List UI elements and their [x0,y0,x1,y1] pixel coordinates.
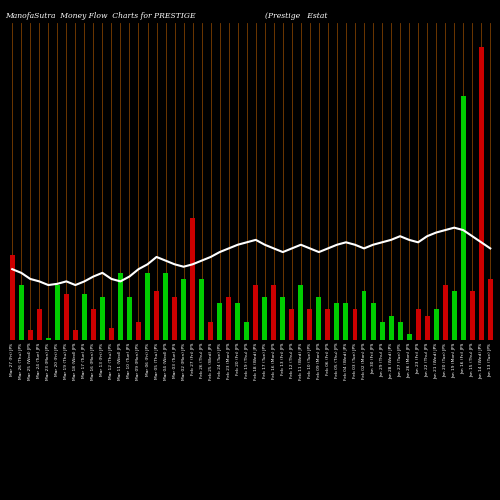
Bar [398,322,402,340]
Bar [136,322,141,340]
Bar [488,279,493,340]
Bar [424,316,430,340]
Bar [91,310,96,340]
Bar [280,298,285,340]
Bar [290,310,294,340]
Text: ManofaSutra  Money Flow  Charts for PRESTIGE: ManofaSutra Money Flow Charts for PRESTI… [5,12,196,20]
Bar [82,294,87,340]
Bar [163,273,168,340]
Bar [406,334,412,340]
Bar [10,254,14,340]
Bar [46,338,51,340]
Bar [109,328,114,340]
Bar [100,298,105,340]
Bar [380,322,384,340]
Bar [235,304,240,340]
Bar [217,304,222,340]
Bar [181,279,186,340]
Bar [370,304,376,340]
Bar [208,322,213,340]
Bar [442,285,448,340]
Bar [37,310,42,340]
Bar [55,285,60,340]
Bar [344,304,348,340]
Bar [298,285,304,340]
Bar [452,291,456,340]
Bar [434,310,438,340]
Bar [334,304,340,340]
Bar [244,322,249,340]
Bar [190,218,195,340]
Bar [73,330,78,340]
Bar [388,316,394,340]
Bar [308,310,312,340]
Bar [362,291,366,340]
Bar [226,298,231,340]
Bar [172,298,177,340]
Bar [254,285,258,340]
Bar [272,285,276,340]
Bar [416,310,420,340]
Bar [19,285,24,340]
Bar [199,279,204,340]
Bar [479,47,484,340]
Bar [145,273,150,340]
Bar [316,298,322,340]
Bar [460,96,466,340]
Bar [352,310,358,340]
Bar [154,291,159,340]
Bar [262,298,268,340]
Bar [28,330,32,340]
Bar [127,298,132,340]
Bar [64,294,69,340]
Bar [118,273,123,340]
Text: (Prestige   Estat: (Prestige Estat [265,12,328,20]
Bar [470,291,474,340]
Bar [326,310,330,340]
